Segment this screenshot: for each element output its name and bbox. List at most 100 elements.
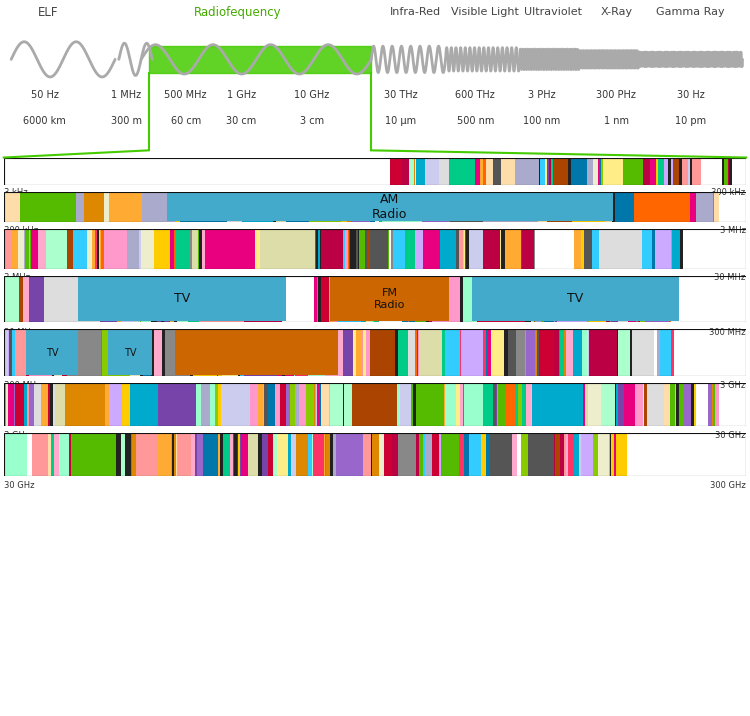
Bar xyxy=(483,158,487,185)
Text: TV: TV xyxy=(124,348,136,357)
Bar xyxy=(88,229,92,268)
Bar xyxy=(482,229,500,268)
Bar xyxy=(92,229,94,268)
Bar xyxy=(375,192,380,222)
Bar xyxy=(540,158,545,185)
Bar xyxy=(604,192,612,222)
Bar xyxy=(196,383,200,426)
Bar xyxy=(399,329,408,376)
Bar xyxy=(242,192,274,222)
Bar xyxy=(411,383,413,426)
Bar xyxy=(325,329,343,376)
Bar xyxy=(199,229,202,268)
Text: 3 cm: 3 cm xyxy=(300,116,324,126)
Bar xyxy=(496,383,498,426)
Bar xyxy=(29,276,44,322)
Bar xyxy=(140,276,141,322)
Bar xyxy=(343,329,353,376)
Bar xyxy=(370,276,374,322)
Bar xyxy=(545,158,547,185)
Bar xyxy=(330,433,333,476)
Bar xyxy=(712,383,713,426)
Bar xyxy=(449,158,475,185)
Bar xyxy=(282,329,285,376)
Bar xyxy=(127,229,139,268)
Text: 30 MHz: 30 MHz xyxy=(714,274,746,282)
Bar xyxy=(26,330,78,375)
Bar xyxy=(345,229,348,268)
Bar xyxy=(392,229,393,268)
Bar xyxy=(164,276,170,322)
Bar xyxy=(507,329,508,376)
Bar xyxy=(130,433,132,476)
Bar xyxy=(490,329,504,376)
Bar xyxy=(285,329,294,376)
Bar xyxy=(218,329,222,376)
Bar xyxy=(460,383,464,426)
Bar xyxy=(98,229,100,268)
Bar xyxy=(670,383,675,426)
Bar xyxy=(255,229,260,268)
Bar xyxy=(644,158,650,185)
Bar xyxy=(347,192,351,222)
Bar xyxy=(413,383,416,426)
Bar xyxy=(14,383,15,426)
Bar xyxy=(668,158,670,185)
Bar xyxy=(291,433,296,476)
Bar xyxy=(8,383,14,426)
Bar xyxy=(459,229,463,268)
Text: 300 kHz: 300 kHz xyxy=(712,188,746,197)
Bar xyxy=(59,433,60,476)
Bar xyxy=(336,433,363,476)
Bar xyxy=(670,158,673,185)
Bar xyxy=(529,433,554,476)
Bar xyxy=(501,158,515,185)
Bar xyxy=(154,229,170,268)
Bar xyxy=(538,192,547,222)
Bar xyxy=(581,229,584,268)
Bar xyxy=(664,158,668,185)
Bar xyxy=(34,383,41,426)
Bar xyxy=(696,383,708,426)
Bar xyxy=(456,229,459,268)
Bar xyxy=(4,229,10,268)
Text: TV "Whitespace": TV "Whitespace" xyxy=(67,390,148,400)
Text: 3 MHz: 3 MHz xyxy=(4,274,31,282)
Bar xyxy=(53,329,54,376)
Bar xyxy=(465,229,466,268)
Bar xyxy=(484,433,486,476)
Bar xyxy=(543,329,554,376)
Bar xyxy=(148,46,371,72)
Bar xyxy=(458,433,464,476)
Text: 500 nm: 500 nm xyxy=(457,116,494,126)
Bar xyxy=(618,383,624,426)
Bar xyxy=(549,158,551,185)
Bar xyxy=(38,229,46,268)
Bar xyxy=(486,329,488,376)
Bar xyxy=(528,276,531,322)
Bar xyxy=(636,276,638,322)
Bar xyxy=(314,383,315,426)
Bar xyxy=(425,433,432,476)
Bar xyxy=(526,329,536,376)
Bar xyxy=(313,433,324,476)
Text: 3 MHz: 3 MHz xyxy=(719,226,746,235)
Bar xyxy=(673,158,679,185)
Text: 1 GHz: 1 GHz xyxy=(226,90,256,100)
Bar xyxy=(650,158,656,185)
Bar xyxy=(464,229,465,268)
Bar xyxy=(353,229,356,268)
Bar xyxy=(573,329,582,376)
Bar xyxy=(547,158,549,185)
Bar xyxy=(708,383,712,426)
Text: 3 GHz: 3 GHz xyxy=(720,382,746,390)
Bar xyxy=(380,192,382,222)
Bar xyxy=(309,192,341,222)
Bar xyxy=(344,229,345,268)
Bar xyxy=(638,276,640,322)
Bar xyxy=(555,433,560,476)
Bar xyxy=(532,383,583,426)
Bar xyxy=(464,433,469,476)
Bar xyxy=(15,329,26,376)
Bar xyxy=(713,383,715,426)
